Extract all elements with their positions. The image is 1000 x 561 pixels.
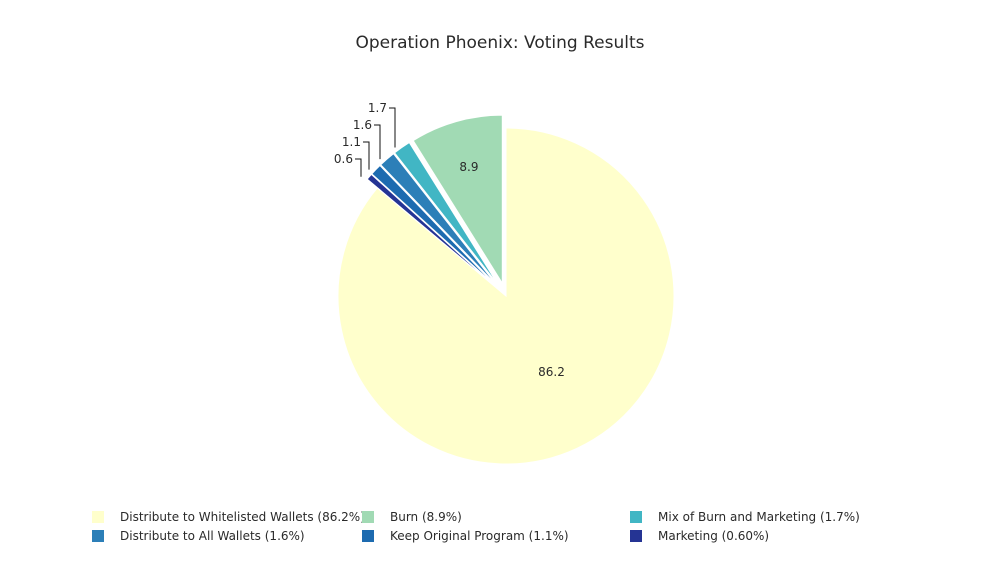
leader-line-marketing — [355, 158, 362, 177]
pie-slice-keep-original-program — [371, 164, 497, 288]
data-label-distribute-to-all-wallets: 1.6 — [353, 118, 372, 132]
legend-item-marketing[interactable]: Marketing (0.60%) — [630, 527, 769, 545]
legend-swatch — [362, 530, 374, 542]
legend-label: Burn (8.9%) — [390, 510, 462, 524]
pie-slice-distribute-to-all-wallets — [380, 152, 498, 287]
pie-slice-burn — [412, 114, 503, 285]
pie-slice-distribute-to-whitelisted-wallets — [337, 127, 675, 465]
legend-item-burn[interactable]: Burn (8.9%) — [362, 508, 462, 526]
leader-line-keep-original-program — [363, 141, 370, 170]
legend-item-distribute-to-all-wallets[interactable]: Distribute to All Wallets (1.6%) — [92, 527, 305, 545]
legend-label: Marketing (0.60%) — [658, 529, 770, 543]
leader-line-distribute-to-all-wallets — [374, 124, 381, 160]
legend-item-distribute-to-whitelisted-wallets[interactable]: Distribute to Whitelisted Wallets (86.2%… — [92, 508, 365, 526]
data-label-keep-original-program: 1.1 — [342, 135, 361, 149]
legend-swatch — [630, 530, 642, 542]
legend-label: Distribute to Whitelisted Wallets (86.2%… — [120, 510, 365, 524]
leader-line-mix-of-burn-and-marketing — [389, 107, 396, 148]
legend-label: Keep Original Program (1.1%) — [390, 529, 569, 543]
data-label-marketing: 0.6 — [334, 152, 353, 166]
legend-item-keep-original-program[interactable]: Keep Original Program (1.1%) — [362, 527, 569, 545]
legend-item-mix-of-burn-and-marketing[interactable]: Mix of Burn and Marketing (1.7%) — [630, 508, 860, 526]
legend-label: Mix of Burn and Marketing (1.7%) — [658, 510, 860, 524]
legend-swatch — [362, 511, 374, 523]
data-label-distribute-to-whitelisted-wallets: 86.2 — [538, 365, 565, 379]
legend-swatch — [92, 511, 104, 523]
pie-slice-mix-of-burn-and-marketing — [393, 141, 499, 286]
legend-label: Distribute to All Wallets (1.6%) — [120, 529, 305, 543]
chart-title: Operation Phoenix: Voting Results — [355, 33, 645, 53]
legend-swatch — [92, 530, 104, 542]
legend-swatch — [630, 511, 642, 523]
data-label-burn: 8.9 — [459, 160, 478, 174]
data-label-mix-of-burn-and-marketing: 1.7 — [368, 101, 387, 115]
pie-slice-marketing — [366, 173, 497, 288]
